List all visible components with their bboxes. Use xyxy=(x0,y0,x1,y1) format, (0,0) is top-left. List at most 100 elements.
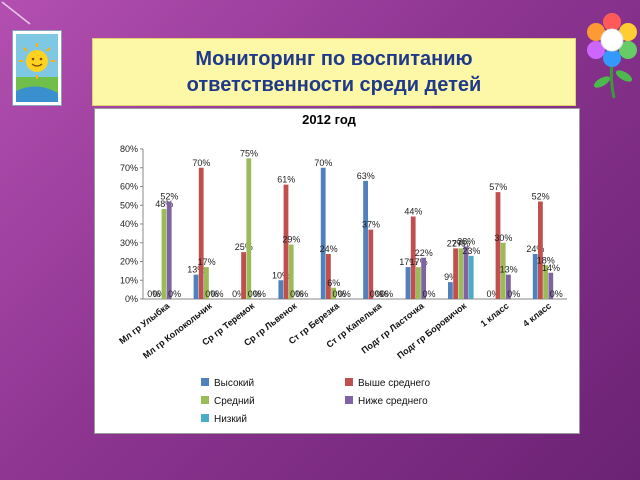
bar xyxy=(241,252,246,299)
bar xyxy=(543,265,548,299)
data-label: 57% xyxy=(489,182,507,192)
data-label: 0% xyxy=(332,289,345,299)
bar xyxy=(288,244,294,299)
bar xyxy=(448,282,453,299)
bar xyxy=(500,242,506,299)
bar xyxy=(368,229,374,299)
corner-line-icon xyxy=(1,1,31,25)
bar xyxy=(246,158,252,299)
data-label: 0% xyxy=(486,289,499,299)
bar xyxy=(468,255,474,299)
bar xyxy=(405,267,411,299)
data-label: 14% xyxy=(542,263,560,273)
data-label: 0% xyxy=(253,289,266,299)
data-label: 25% xyxy=(235,242,253,252)
legend-label: Средний xyxy=(214,396,255,407)
bar xyxy=(198,167,204,299)
legend-swatch xyxy=(345,378,353,386)
data-label: 0% xyxy=(422,289,435,299)
bar xyxy=(410,216,416,299)
y-tick-label: 60% xyxy=(120,182,138,192)
legend-label: Ниже среднего xyxy=(358,396,428,407)
bar xyxy=(416,267,421,299)
data-label: 52% xyxy=(532,192,550,202)
bar xyxy=(204,267,209,299)
data-label: 0% xyxy=(147,289,160,299)
data-label: 29% xyxy=(282,235,300,245)
bar xyxy=(532,254,538,299)
data-label: 13% xyxy=(187,265,205,275)
data-label: 75% xyxy=(240,148,258,158)
flower-logo-icon xyxy=(584,10,640,100)
bar xyxy=(421,257,426,299)
data-label: 17% xyxy=(399,257,417,267)
data-label: 27% xyxy=(452,238,470,248)
data-label: 48% xyxy=(155,199,173,209)
data-label: 0% xyxy=(232,289,245,299)
data-label: 0% xyxy=(507,289,520,299)
data-label: 52% xyxy=(160,192,178,202)
sun-emblem-icon xyxy=(12,30,62,106)
legend-swatch xyxy=(201,414,209,422)
y-tick-label: 70% xyxy=(120,163,138,173)
bar-chart: 2012 год0%10%20%30%40%50%60%70%80%0%0%48… xyxy=(117,112,567,425)
bar xyxy=(320,167,326,299)
y-tick-label: 30% xyxy=(120,238,138,248)
category-label: 4 класс xyxy=(521,301,553,329)
data-label: 30% xyxy=(494,233,512,243)
bar xyxy=(283,184,289,299)
y-tick-label: 40% xyxy=(120,219,138,229)
category-label: Мл гр Колокольчик xyxy=(141,300,214,360)
data-label: 0% xyxy=(210,289,223,299)
data-label: 0% xyxy=(205,289,218,299)
y-tick-label: 50% xyxy=(120,200,138,210)
data-label: 18% xyxy=(537,255,555,265)
y-tick-label: 80% xyxy=(120,144,138,154)
data-label: 22% xyxy=(415,248,433,258)
legend-label: Высокий xyxy=(214,378,254,389)
data-label: 0% xyxy=(370,289,383,299)
bar xyxy=(458,248,464,299)
title-box: Мониторинг по воспитанию ответственности… xyxy=(92,38,576,106)
slide-title-line-1: Мониторинг по воспитанию xyxy=(195,48,473,70)
bar xyxy=(161,209,167,299)
bar xyxy=(538,201,543,299)
data-label: 0% xyxy=(168,289,181,299)
data-label: 6% xyxy=(327,278,340,288)
chart-title: 2012 год xyxy=(302,112,357,127)
data-label: 27% xyxy=(447,238,465,248)
y-tick-label: 20% xyxy=(120,257,138,267)
data-label: 13% xyxy=(500,265,518,275)
legend-swatch xyxy=(201,396,209,404)
data-label: 17% xyxy=(410,257,428,267)
bar xyxy=(453,248,458,299)
bar xyxy=(548,272,554,299)
data-label: 0% xyxy=(375,289,388,299)
bar xyxy=(363,180,368,299)
data-label: 0% xyxy=(295,289,308,299)
slide-title-line-2: ответственности среди детей xyxy=(186,74,482,96)
data-label: 0% xyxy=(550,289,563,299)
bar xyxy=(166,201,172,299)
data-label: 70% xyxy=(314,158,332,168)
data-label: 44% xyxy=(404,207,422,217)
chart-frame: 2012 год 0% 10% 20% 30% 40% 50% 60% 70% 80% 0% 0% 48… xyxy=(94,108,580,434)
category-label: Подг гр Боровичок xyxy=(395,300,468,360)
data-label: 63% xyxy=(357,171,375,181)
data-label: 61% xyxy=(277,175,295,185)
y-tick-label: 0% xyxy=(125,294,138,304)
data-label: 0% xyxy=(152,289,165,299)
bar xyxy=(463,246,469,299)
data-label: 0% xyxy=(380,289,393,299)
bar xyxy=(331,287,336,299)
data-label: 37% xyxy=(362,220,380,230)
data-label: 17% xyxy=(198,257,216,267)
data-label: 0% xyxy=(338,289,351,299)
data-label: 23% xyxy=(462,246,480,256)
legend-label: Низкий xyxy=(214,414,247,425)
bar xyxy=(278,280,284,299)
bar xyxy=(506,274,511,299)
data-label: 24% xyxy=(526,244,544,254)
bar xyxy=(495,192,501,299)
y-tick-label: 10% xyxy=(120,275,138,285)
